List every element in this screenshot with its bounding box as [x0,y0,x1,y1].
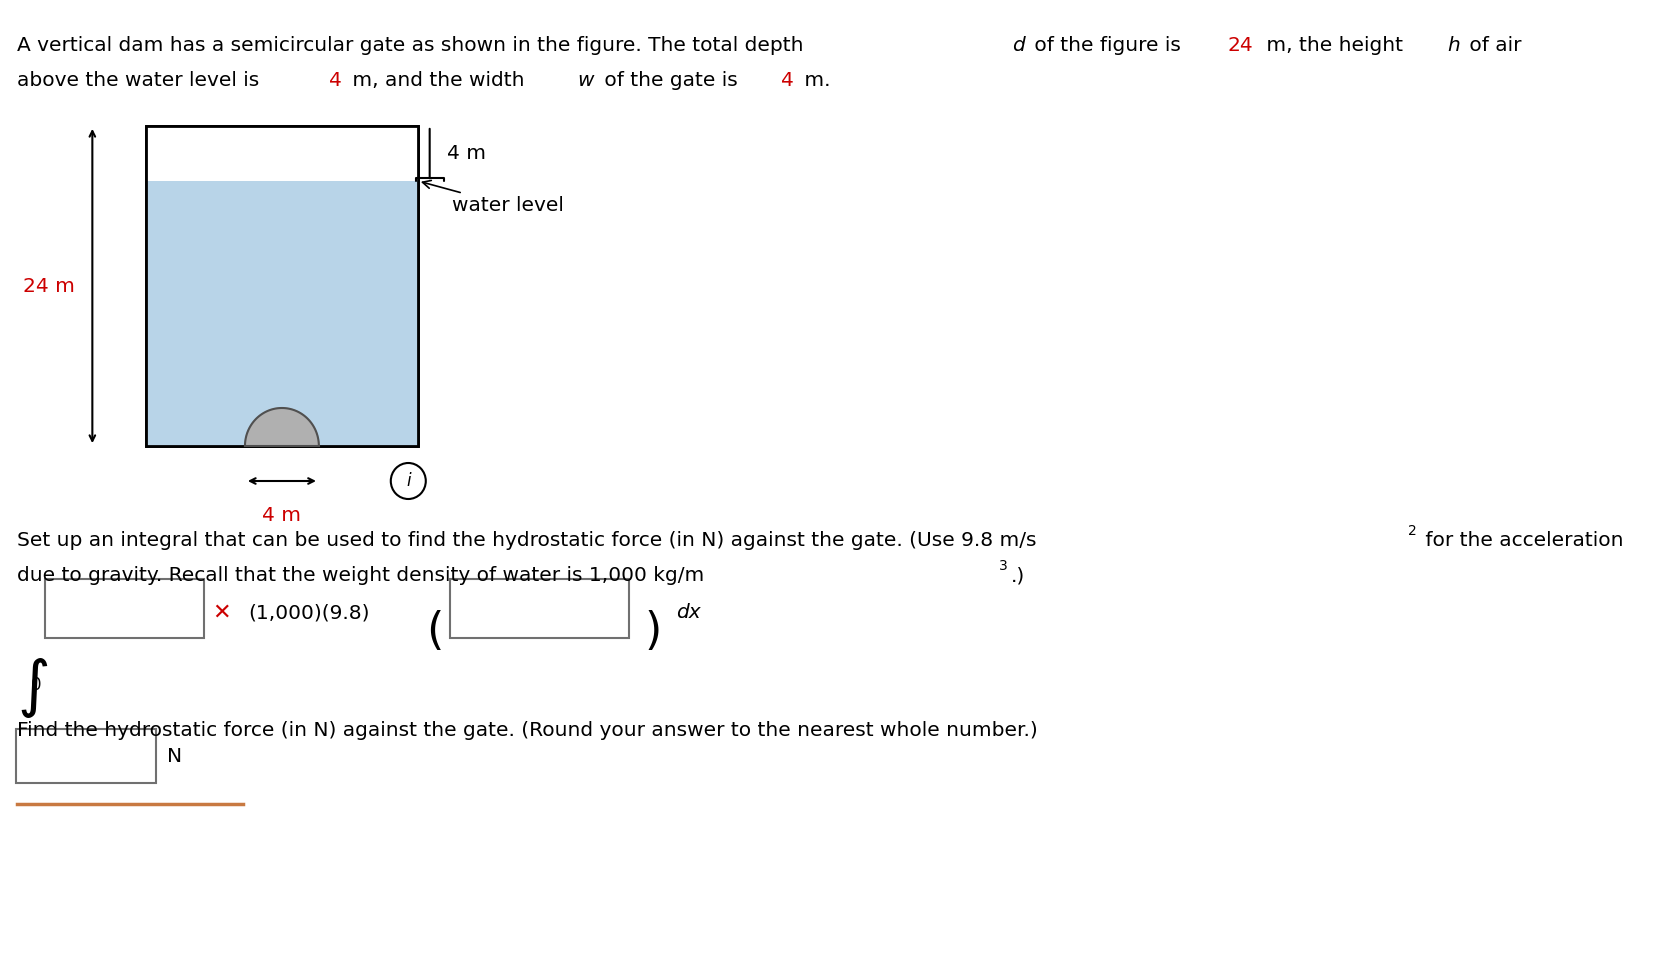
Text: i: i [406,472,411,490]
Text: due to gravity. Recall that the weight density of water is 1,000 kg/m: due to gravity. Recall that the weight d… [18,566,706,585]
FancyBboxPatch shape [146,181,418,446]
Text: of the figure is: of the figure is [1028,36,1188,55]
Text: $\int$: $\int$ [18,656,48,720]
FancyBboxPatch shape [15,729,155,783]
Text: Find the hydrostatic force (in N) against the gate. (Round your answer to the ne: Find the hydrostatic force (in N) agains… [18,721,1038,740]
Polygon shape [245,408,319,446]
Text: m, the height: m, the height [1260,36,1409,55]
Text: 24: 24 [1228,36,1253,55]
Text: dx: dx [676,604,701,622]
Text: (: ( [426,610,443,652]
Text: 4: 4 [329,71,343,90]
FancyBboxPatch shape [146,126,418,181]
Text: (1,000)(9.8): (1,000)(9.8) [248,604,369,622]
Text: 4 m: 4 m [263,506,301,525]
FancyBboxPatch shape [449,579,629,638]
Text: ): ) [644,610,662,652]
Text: Set up an integral that can be used to find the hydrostatic force (in N) against: Set up an integral that can be used to f… [18,531,1037,550]
Text: 4 m: 4 m [448,144,486,163]
Text: 0: 0 [32,676,42,694]
Text: of the gate is: of the gate is [597,71,744,90]
Text: ✕: ✕ [213,603,231,623]
Text: d: d [1012,36,1025,55]
FancyBboxPatch shape [146,126,418,446]
Text: m.: m. [797,71,830,90]
Text: 24 m: 24 m [23,276,75,296]
Text: of air: of air [1463,36,1523,55]
Text: m, and the width: m, and the width [346,71,531,90]
FancyBboxPatch shape [45,579,205,638]
Text: N: N [166,747,183,765]
Text: 2: 2 [1408,524,1416,538]
Text: for the acceleration: for the acceleration [1419,531,1624,550]
Text: 4: 4 [782,71,794,90]
Text: h: h [1448,36,1461,55]
Text: water level: water level [423,181,564,215]
Text: .): .) [1012,566,1025,585]
Text: w: w [577,71,594,90]
Text: 3: 3 [1000,559,1008,573]
Text: above the water level is: above the water level is [18,71,266,90]
Text: A vertical dam has a semicircular gate as shown in the figure. The total depth: A vertical dam has a semicircular gate a… [18,36,810,55]
